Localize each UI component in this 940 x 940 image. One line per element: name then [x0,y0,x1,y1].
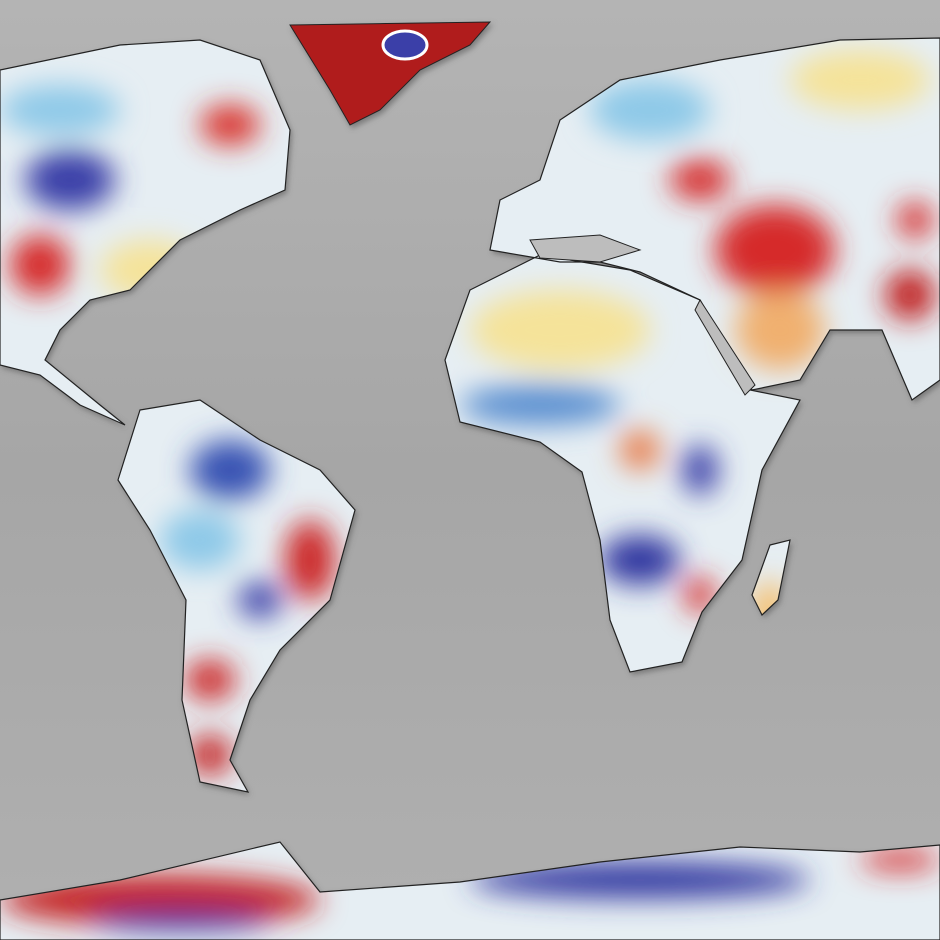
blob [25,150,115,210]
blob [160,510,240,570]
blob [600,535,680,585]
blob [735,290,825,370]
blob [790,50,930,110]
blob [470,290,650,370]
blob [590,80,710,140]
blob [90,910,270,930]
blob [238,582,282,618]
greenland-interior [381,29,429,61]
red-sea [694,298,756,396]
blob [897,202,933,238]
mediterranean [529,234,642,263]
blob [188,735,232,775]
blob [285,520,335,600]
blob [0,85,120,135]
blob [715,205,835,295]
blob [470,862,810,898]
blob [860,850,940,870]
blob [10,235,70,295]
blob [200,105,260,145]
blob [185,660,235,700]
blob [885,270,935,320]
blob [190,440,270,500]
blob [620,430,660,470]
blob [682,445,718,495]
greenland [289,21,492,126]
blob [0,875,320,925]
blob [670,160,730,200]
blob [460,385,620,425]
